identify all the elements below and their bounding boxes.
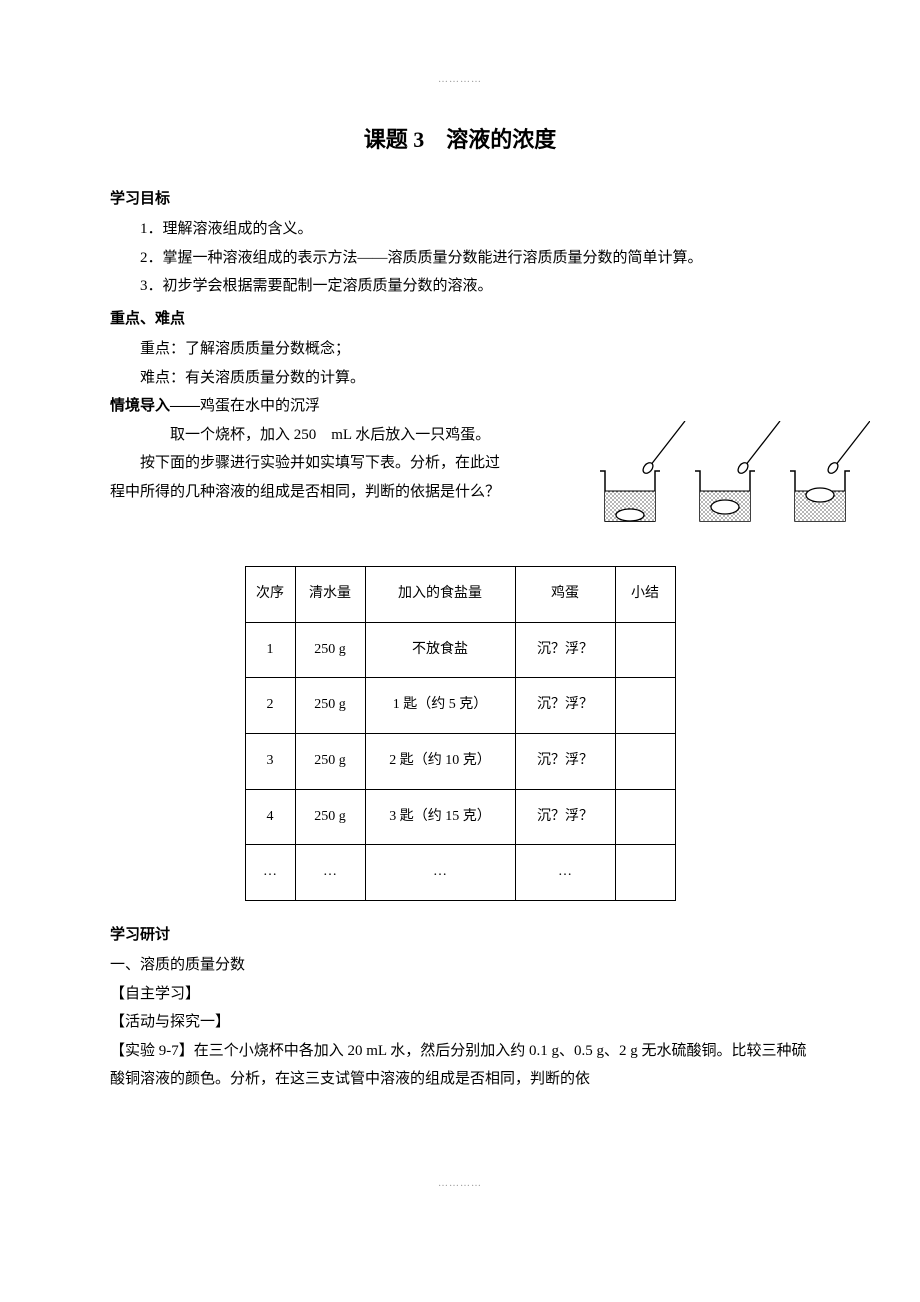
table-header: 次序 <box>245 567 295 623</box>
objective-item: 3．初步学会根据需要配制一定溶质质量分数的溶液。 <box>110 272 810 301</box>
situation-line: 按下面的步骤进行实验并如实填写下表。分析，在此过程中所得的几种溶液的组成是否相同… <box>110 449 510 506</box>
keypoints-heading: 重点、难点 <box>110 305 810 334</box>
study-line: 【自主学习】 <box>110 980 810 1009</box>
table-cell: 3 <box>245 734 295 790</box>
table-header: 加入的食盐量 <box>365 567 515 623</box>
study-heading: 学习研讨 <box>110 921 810 950</box>
table-cell: … <box>295 845 365 901</box>
table-row: 2 250 g 1 匙（约 5 克） 沉？浮？ <box>245 678 675 734</box>
table-cell: … <box>245 845 295 901</box>
table-cell <box>615 622 675 678</box>
table-cell <box>615 678 675 734</box>
situation-heading-bold: 情境导入—— <box>110 398 200 414</box>
table-row: … … … … <box>245 845 675 901</box>
table-cell: 沉？浮？ <box>515 678 615 734</box>
table-cell: 沉？浮？ <box>515 622 615 678</box>
situation-heading-suffix: 鸡蛋在水中的沉浮 <box>200 398 320 414</box>
page-title: 课题 3 溶液的浓度 <box>110 119 810 161</box>
table-cell: 250 g <box>295 734 365 790</box>
table-cell <box>615 845 675 901</box>
table-cell <box>615 734 675 790</box>
table-cell: 1 匙（约 5 克） <box>365 678 515 734</box>
study-line: 一、溶质的质量分数 <box>110 951 810 980</box>
page-footer-dots: ………… <box>110 1174 810 1193</box>
table-cell: 2 <box>245 678 295 734</box>
table-cell: 1 <box>245 622 295 678</box>
table-header: 鸡蛋 <box>515 567 615 623</box>
table-cell: 250 g <box>295 789 365 845</box>
beaker-diagram <box>590 421 870 551</box>
keypoint-diff: 难点：有关溶质质量分数的计算。 <box>110 364 810 393</box>
table-cell: 不放食盐 <box>365 622 515 678</box>
objective-item: 2．掌握一种溶液组成的表示方法——溶质质量分数能进行溶质质量分数的简单计算。 <box>110 244 810 273</box>
keypoint-key: 重点：了解溶质质量分数概念； <box>110 335 810 364</box>
table-cell: 250 g <box>295 622 365 678</box>
table-row: 4 250 g 3 匙（约 15 克） 沉？浮？ <box>245 789 675 845</box>
situation-heading: 情境导入——鸡蛋在水中的沉浮 <box>110 392 810 421</box>
table-cell: 沉？浮？ <box>515 734 615 790</box>
table-cell: … <box>515 845 615 901</box>
situation-line: 取一个烧杯，加入 250 mL 水后放入一只鸡蛋。 <box>110 421 510 450</box>
table-cell: 3 匙（约 15 克） <box>365 789 515 845</box>
situation-block: 取一个烧杯，加入 250 mL 水后放入一只鸡蛋。 按下面的步骤进行实验并如实填… <box>110 421 810 507</box>
page-header-dots: ………… <box>110 70 810 89</box>
table-cell: 沉？浮？ <box>515 789 615 845</box>
objective-item: 1．理解溶液组成的含义。 <box>110 215 810 244</box>
table-header: 小结 <box>615 567 675 623</box>
table-cell: … <box>365 845 515 901</box>
table-row: 3 250 g 2 匙（约 10 克） 沉？浮？ <box>245 734 675 790</box>
objectives-heading: 学习目标 <box>110 185 810 214</box>
study-line: 【活动与探究一】 <box>110 1008 810 1037</box>
table-cell <box>615 789 675 845</box>
table-header: 清水量 <box>295 567 365 623</box>
table-header-row: 次序 清水量 加入的食盐量 鸡蛋 小结 <box>245 567 675 623</box>
experiment-table: 次序 清水量 加入的食盐量 鸡蛋 小结 1 250 g 不放食盐 沉？浮？ 2 … <box>245 566 676 901</box>
table-cell: 4 <box>245 789 295 845</box>
table-row: 1 250 g 不放食盐 沉？浮？ <box>245 622 675 678</box>
study-line: 【实验 9-7】在三个小烧杯中各加入 20 mL 水，然后分别加入约 0.1 g… <box>110 1037 810 1094</box>
situation-text: 取一个烧杯，加入 250 mL 水后放入一只鸡蛋。 按下面的步骤进行实验并如实填… <box>110 421 510 507</box>
table-cell: 2 匙（约 10 克） <box>365 734 515 790</box>
table-cell: 250 g <box>295 678 365 734</box>
